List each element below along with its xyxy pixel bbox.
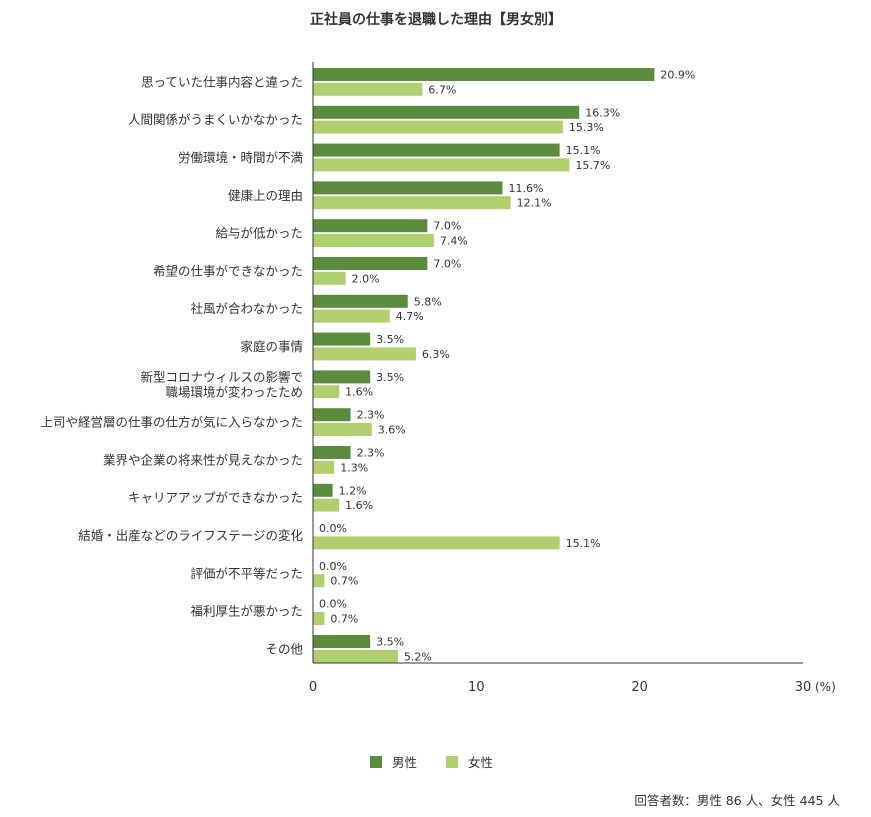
bar-male	[313, 294, 408, 308]
data-label: 2.3%	[357, 447, 385, 460]
data-label: 0.7%	[330, 613, 358, 626]
data-label: 5.2%	[404, 650, 432, 663]
chart-title: 正社員の仕事を退職した理由【男女別】	[310, 11, 562, 28]
bar-female	[313, 120, 563, 134]
category-label: 希望の仕事ができなかった	[153, 263, 303, 278]
category-label: 健康上の理由	[228, 188, 303, 203]
data-label: 3.5%	[376, 333, 404, 346]
data-label: 7.0%	[433, 258, 461, 271]
respondent-note: 回答者数：男性 86 人、女性 445 人	[634, 793, 840, 808]
data-label: 6.3%	[422, 348, 450, 361]
category-label: 社風が合わなかった	[190, 301, 303, 316]
data-label: 15.7%	[575, 159, 610, 172]
data-label: 16.3%	[585, 106, 620, 119]
bar-female	[313, 234, 434, 247]
bar-male	[313, 257, 428, 270]
x-tick-label: 20	[631, 680, 648, 695]
bar-male	[313, 483, 333, 497]
category-label: 思っていた仕事内容と違った	[141, 74, 303, 89]
bar-male	[313, 332, 371, 346]
category-label: 業界や企業の将来性が見えなかった	[103, 452, 303, 467]
data-label: 0.7%	[330, 575, 358, 588]
bar-male	[313, 219, 428, 233]
data-label: 1.3%	[340, 461, 368, 474]
data-label: 3.5%	[376, 371, 404, 384]
data-label: 15.1%	[566, 144, 601, 157]
data-label: 11.6%	[508, 182, 543, 195]
data-label: 0.0%	[319, 522, 347, 535]
bar-male	[313, 181, 503, 195]
legend-label-female: 女性	[468, 755, 493, 770]
bar-female	[313, 649, 398, 663]
bar-male	[313, 370, 371, 384]
category-label: その他	[265, 641, 303, 656]
data-label: 5.8%	[414, 295, 442, 308]
category-label: 上司や経営層の仕事の仕方が気に入らなかった	[40, 415, 303, 430]
category-label: 労働環境・時間が不満	[178, 150, 303, 165]
bar-female	[313, 612, 325, 625]
data-label: 0.0%	[319, 598, 347, 611]
data-label: 20.9%	[660, 69, 695, 82]
bar-female	[313, 574, 325, 588]
data-label: 15.1%	[566, 537, 601, 550]
category-label: 給与が低かった	[215, 226, 303, 241]
x-unit-label: (%)	[815, 680, 836, 694]
data-label: 0.0%	[319, 560, 347, 573]
data-label: 3.6%	[378, 424, 406, 437]
bar-female	[313, 536, 560, 550]
bar-female	[313, 498, 340, 512]
bar-male	[313, 68, 655, 81]
legend-swatch-male	[370, 756, 382, 768]
bar-female	[313, 271, 346, 285]
data-label: 6.7%	[428, 83, 456, 96]
bar-female	[313, 385, 340, 399]
category-label: 新型コロナウィルスの影響で職場環境が変わったため	[140, 369, 303, 399]
bar-male	[313, 446, 351, 459]
bar-male	[313, 143, 560, 157]
x-tick-label: 30	[795, 680, 812, 695]
category-label: キャリアアップができなかった	[128, 490, 303, 505]
data-label: 7.4%	[440, 235, 468, 248]
data-label: 4.7%	[396, 310, 424, 323]
data-label: 7.0%	[433, 220, 461, 233]
data-label: 3.5%	[376, 636, 404, 649]
bar-female	[313, 158, 570, 172]
data-label: 1.2%	[339, 484, 367, 497]
bar-male	[313, 105, 580, 119]
bar-female	[313, 196, 511, 210]
bar-female	[313, 347, 416, 361]
category-label: 家庭の事情	[240, 339, 303, 354]
data-label: 2.0%	[352, 272, 380, 285]
bar-female	[313, 82, 423, 96]
data-label: 2.3%	[357, 409, 385, 422]
category-label: 評価が不平等だった	[190, 566, 303, 581]
bar-female	[313, 423, 372, 436]
data-label: 12.1%	[517, 197, 552, 210]
category-label: 福利厚生が悪かった	[190, 604, 303, 619]
category-label: 人間関係がうまくいかなかった	[128, 112, 303, 127]
category-label: 結婚・出産などのライフステージの変化	[78, 528, 303, 543]
data-label: 1.6%	[345, 499, 373, 512]
bar-male	[313, 408, 351, 422]
x-tick-label: 10	[468, 680, 485, 695]
legend-label-male: 男性	[392, 755, 417, 770]
data-label: 15.3%	[569, 121, 604, 134]
data-label: 1.6%	[345, 386, 373, 399]
x-tick-label: 0	[309, 680, 317, 695]
plot-area: 思っていた仕事内容と違った 20.9% 6.7% 人間関係がうまくいかなかった 16.3…	[40, 68, 695, 663]
bar-female	[313, 309, 390, 323]
bar-male	[313, 635, 371, 648]
legend-swatch-female	[446, 756, 458, 768]
x-axis: 0 10 20 30 (%)	[309, 62, 836, 695]
legend: 男性 女性	[370, 755, 493, 770]
bar-female	[313, 460, 335, 474]
